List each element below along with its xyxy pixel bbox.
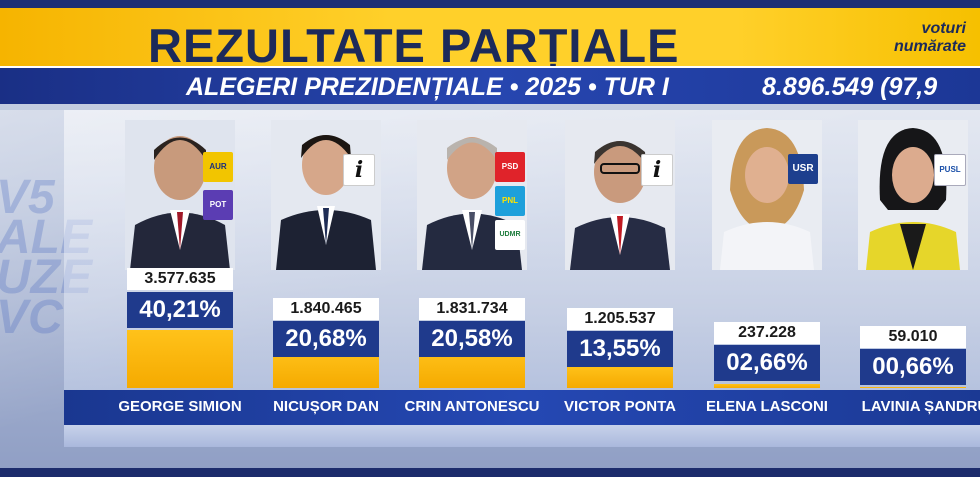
base-line [0,468,980,477]
candidate-name: ELENA LASCONI [706,398,828,415]
usr-logo-icon: USR [788,154,818,184]
candidate-photo [271,120,381,270]
vote-count: 1.205.537 [567,308,673,330]
candidate-photo [858,120,968,270]
votes-caption-line2: numărate [893,38,966,55]
candidate-name: VICTOR PONTA [564,398,676,415]
bottom-strip [64,425,980,447]
candidate-elena-lasconi: USR 237.228 02,66% ELENA LASCONI [706,0,842,477]
vote-percent: 02,66% [714,345,820,381]
psd-logo-icon: PSD [495,152,525,182]
votes-caption-line1: voturi [921,20,966,37]
candidate-victor-ponta: i 1.205.537 13,55% VICTOR PONTA [564,0,695,477]
independent-icon: i [641,154,673,186]
candidate-name: GEORGE SIMION [118,398,242,415]
election-subtitle: ALEGERI PREZIDENȚIALE • 2025 • TUR I [186,73,669,101]
top-strip [0,0,980,8]
candidate-lavinia-sandru: PUSL 59.010 00,66% LAVINIA ȘANDRU [858,0,980,477]
title-band: REZULTATE PARȚIALE voturi numărate [0,8,980,72]
pot-logo-icon: POT [203,190,233,220]
result-bar [567,366,673,388]
vote-count: 59.010 [860,326,966,348]
candidate-photo [565,120,675,270]
aur-logo-icon: AUR [203,152,233,182]
vote-count: 237.228 [714,322,820,344]
independent-icon: i [343,154,375,186]
candidate-nicusor-dan: i 1.840.465 20,68% NICUȘOR DAN [271,0,401,477]
candidate-crin-antonescu: PSD PNL UDMR 1.831.734 20,58% CRIN ANTON… [404,0,547,477]
vote-percent: 00,66% [860,349,966,385]
candidate-name: NICUȘOR DAN [273,398,379,415]
vote-count: 3.577.635 [127,268,233,290]
page-title: REZULTATE PARȚIALE [148,19,680,72]
vote-percent: 40,21% [127,292,233,328]
vote-percent: 13,55% [567,331,673,367]
candidate-name: CRIN ANTONESCU [404,398,540,415]
vote-count: 1.840.465 [273,298,379,320]
udmr-logo-icon: UDMR [495,220,525,250]
candidate-photo [712,120,822,270]
result-bar [714,384,820,388]
names-strip [64,390,980,425]
result-bar [127,330,233,388]
total-votes-counted: 8.896.549 (97,9 [762,73,938,101]
votes-caption: voturi numărate [866,20,966,56]
candidate-name: LAVINIA ȘANDRU [861,398,980,415]
subtitle-band: ALEGERI PREZIDENȚIALE • 2025 • TUR I 8.8… [0,66,980,104]
candidate-george-simion: AUR POT 3.577.635 40,21% GEORGE SIMION [118,0,255,477]
result-bar [860,387,966,388]
pusl-logo-icon: PUSL [934,154,966,186]
vote-percent: 20,58% [419,321,525,357]
vote-count: 1.831.734 [419,298,525,320]
pnl-logo-icon: PNL [495,186,525,216]
vote-percent: 20,68% [273,321,379,357]
